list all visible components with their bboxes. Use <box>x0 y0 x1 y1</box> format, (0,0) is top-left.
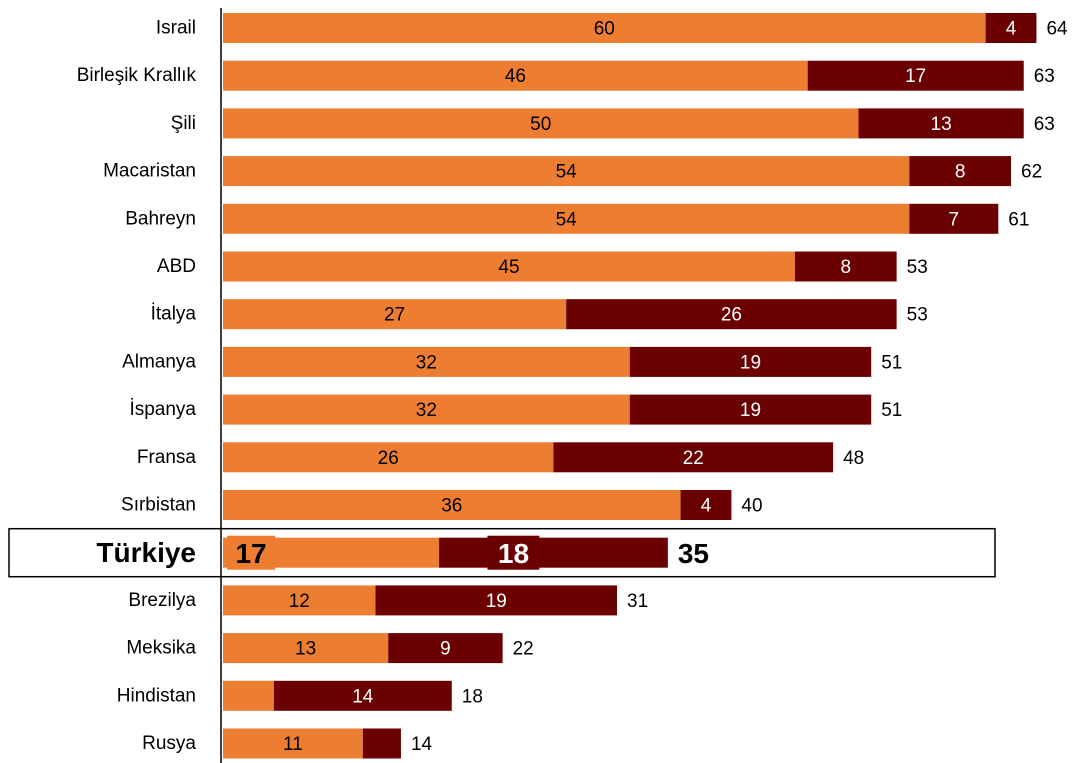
total-value-label: 40 <box>741 496 762 517</box>
segment-value-label: 54 <box>556 162 578 183</box>
segment-value-label: 60 <box>594 19 615 40</box>
segment-value-label: 50 <box>530 114 551 135</box>
segment-value-label: 36 <box>441 496 462 517</box>
segment-value-label: 8 <box>955 162 966 183</box>
category-label: İtalya <box>151 304 197 325</box>
segment-value-label: 18 <box>498 538 529 569</box>
segment-value-label: 4 <box>701 496 712 517</box>
segment-value-label: 19 <box>740 400 761 421</box>
bar-segment-dark <box>375 585 618 616</box>
bar-segment-orange <box>223 156 910 187</box>
bar-segment-orange <box>223 108 859 139</box>
segment-value-label: 7 <box>949 209 960 230</box>
bar-segment-orange <box>223 490 681 520</box>
category-label: Şili <box>171 113 196 134</box>
total-value-label: 64 <box>1046 19 1068 40</box>
category-label: Birleşik Krallık <box>77 65 197 86</box>
bar-segment-orange <box>223 251 795 282</box>
segment-value-label: 17 <box>235 538 266 569</box>
total-value-label: 63 <box>1034 66 1055 87</box>
bar-segment-dark <box>362 728 401 759</box>
bar-segment-dark <box>680 490 732 520</box>
category-label: Meksika <box>126 638 196 659</box>
segment-value-label: 32 <box>416 400 437 421</box>
bar-segment-dark <box>858 108 1024 139</box>
total-value-label: 35 <box>678 538 709 569</box>
segment-value-label: 32 <box>416 352 437 373</box>
category-label: Türkiye <box>96 537 196 568</box>
segment-value-label: 45 <box>498 257 519 278</box>
segment-value-label: 19 <box>740 352 761 373</box>
total-value-label: 22 <box>513 639 534 660</box>
bar-segment-orange <box>223 346 630 377</box>
total-value-label: 51 <box>881 352 902 373</box>
category-label: İspanya <box>129 399 196 420</box>
segment-value-label: 17 <box>905 66 926 87</box>
category-label: Sırbistan <box>121 495 196 516</box>
category-label: Macaristan <box>103 161 196 182</box>
total-value-label: 18 <box>462 686 483 707</box>
segment-value-label: 11 <box>283 734 303 755</box>
bar-segment-orange <box>223 680 274 711</box>
total-value-label: 48 <box>843 448 864 469</box>
total-value-label: 63 <box>1034 114 1055 135</box>
bar-segment-dark <box>629 346 872 377</box>
segment-value-label: 27 <box>384 305 405 326</box>
total-value-label: 51 <box>881 400 902 421</box>
total-value-label: 62 <box>1021 162 1042 183</box>
highlight-frame <box>8 527 996 578</box>
total-value-label: 14 <box>411 734 433 755</box>
segment-value-label: 26 <box>378 448 399 469</box>
total-value-label: 53 <box>907 305 928 326</box>
segment-value-label: 4 <box>1006 19 1017 40</box>
segment-value-label: 13 <box>295 639 316 660</box>
bar-segment-orange <box>223 13 986 43</box>
bar-segment-orange <box>223 394 630 425</box>
segment-value-label: 8 <box>841 257 852 278</box>
segment-value-label: 13 <box>931 114 952 135</box>
category-label: Brezilya <box>128 590 196 611</box>
bar-segment-dark <box>388 633 503 664</box>
category-label: ABD <box>157 256 196 277</box>
total-value-label: 53 <box>907 257 928 278</box>
bar-segment-dark <box>909 203 999 234</box>
bar-segment-orange <box>223 60 808 91</box>
total-value-label: 31 <box>627 591 648 612</box>
bar-segment-dark <box>794 251 897 282</box>
bar-segment-dark <box>909 156 1012 187</box>
segment-label-box <box>227 535 276 570</box>
bar-segment-orange <box>223 203 910 234</box>
segment-value-label: 9 <box>440 639 451 660</box>
segment-value-label: 46 <box>505 66 526 87</box>
bar-segment-dark <box>566 299 897 330</box>
segment-value-label: 14 <box>352 686 374 707</box>
total-value-label: 61 <box>1008 209 1029 230</box>
bar-segment-orange <box>223 585 376 616</box>
bar-segment-dark <box>439 537 668 568</box>
category-label: Bahreyn <box>125 208 196 229</box>
bar-segment-dark <box>985 13 1037 43</box>
category-label: Fransa <box>137 447 197 468</box>
category-label: Israil <box>156 18 196 39</box>
category-label: Rusya <box>142 733 196 754</box>
bar-segment-dark <box>273 680 452 711</box>
segment-value-label: 26 <box>721 305 742 326</box>
bar-segment-dark <box>553 442 834 473</box>
segment-value-label: 54 <box>556 209 578 230</box>
category-label: Hindistan <box>117 685 196 706</box>
bar-segment-orange <box>223 442 554 473</box>
bar-segment-dark <box>807 60 1024 91</box>
bar-segment-orange <box>223 633 389 664</box>
segment-value-label: 19 <box>486 591 507 612</box>
segment-label-box <box>487 535 540 570</box>
segment-value-label: 22 <box>683 448 704 469</box>
bar-segment-orange <box>223 728 363 759</box>
bar-segment-dark <box>629 394 872 425</box>
bar-segment-orange <box>223 299 567 330</box>
segment-value-label: 12 <box>289 591 310 612</box>
category-label: Almanya <box>122 351 196 372</box>
bars-layer <box>8 13 1037 759</box>
